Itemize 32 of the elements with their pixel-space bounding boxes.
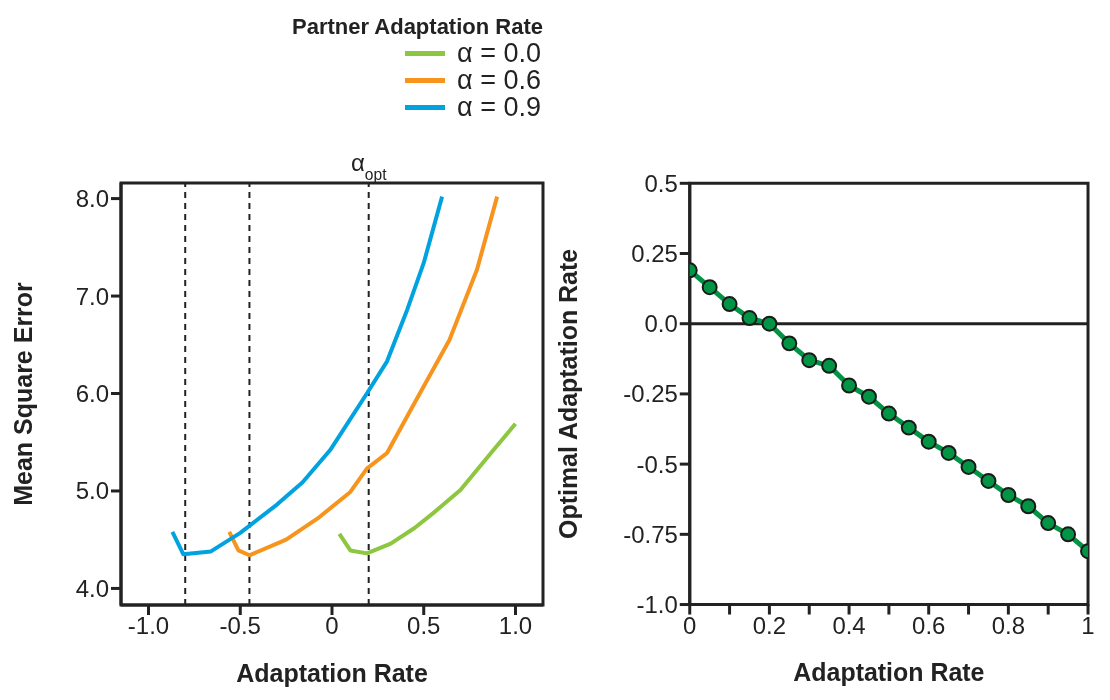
y-tick-label: -1.0 <box>636 591 678 619</box>
x-tick-label: -0.5 <box>219 612 261 640</box>
x-tick-label: 0.5 <box>407 612 441 640</box>
x-axis-title: Adaptation Rate <box>236 659 428 687</box>
y-tick-label: 6.0 <box>75 380 109 408</box>
y-tick-label: 8.0 <box>75 185 109 213</box>
y-axis-title: Optimal Adaptation Rate <box>553 248 582 539</box>
x-axis-title: Adaptation Rate <box>793 658 985 687</box>
x-tick-label: 1.0 <box>498 612 533 640</box>
x-tick-label: 0.2 <box>752 611 787 639</box>
y-tick-label: 0.0 <box>644 310 678 338</box>
legend-label: α = 0.0 <box>457 38 541 68</box>
x-tick-label: 1 <box>1081 611 1095 639</box>
y-tick-label: 7.0 <box>75 282 109 310</box>
y-axis-title: Mean Square Error <box>9 281 37 506</box>
x-tick-label: 0 <box>683 611 697 639</box>
legend-title: Partner Adaptation Rate <box>291 14 543 40</box>
y-tick-label: 0.25 <box>631 240 678 268</box>
y-tick-label: 4.0 <box>75 574 109 602</box>
y-tick-label: 0.5 <box>644 169 678 197</box>
x-tick-label: 0.4 <box>832 611 866 639</box>
ref-line-label: α$_{opt}$ <box>350 149 388 183</box>
legend-label: α = 0.9 <box>457 92 541 122</box>
x-tick-label: 0.8 <box>991 611 1026 639</box>
y-tick-label: -0.5 <box>636 450 678 478</box>
x-tick-label: 0.6 <box>912 611 946 639</box>
y-tick-label: -0.75 <box>623 520 678 548</box>
x-tick-label: 0 <box>325 612 339 640</box>
y-tick-label: -0.25 <box>623 380 678 408</box>
legend-label: α = 0.6 <box>457 65 541 95</box>
x-tick-label: -1.0 <box>127 612 170 640</box>
y-tick-label: 5.0 <box>75 477 109 505</box>
